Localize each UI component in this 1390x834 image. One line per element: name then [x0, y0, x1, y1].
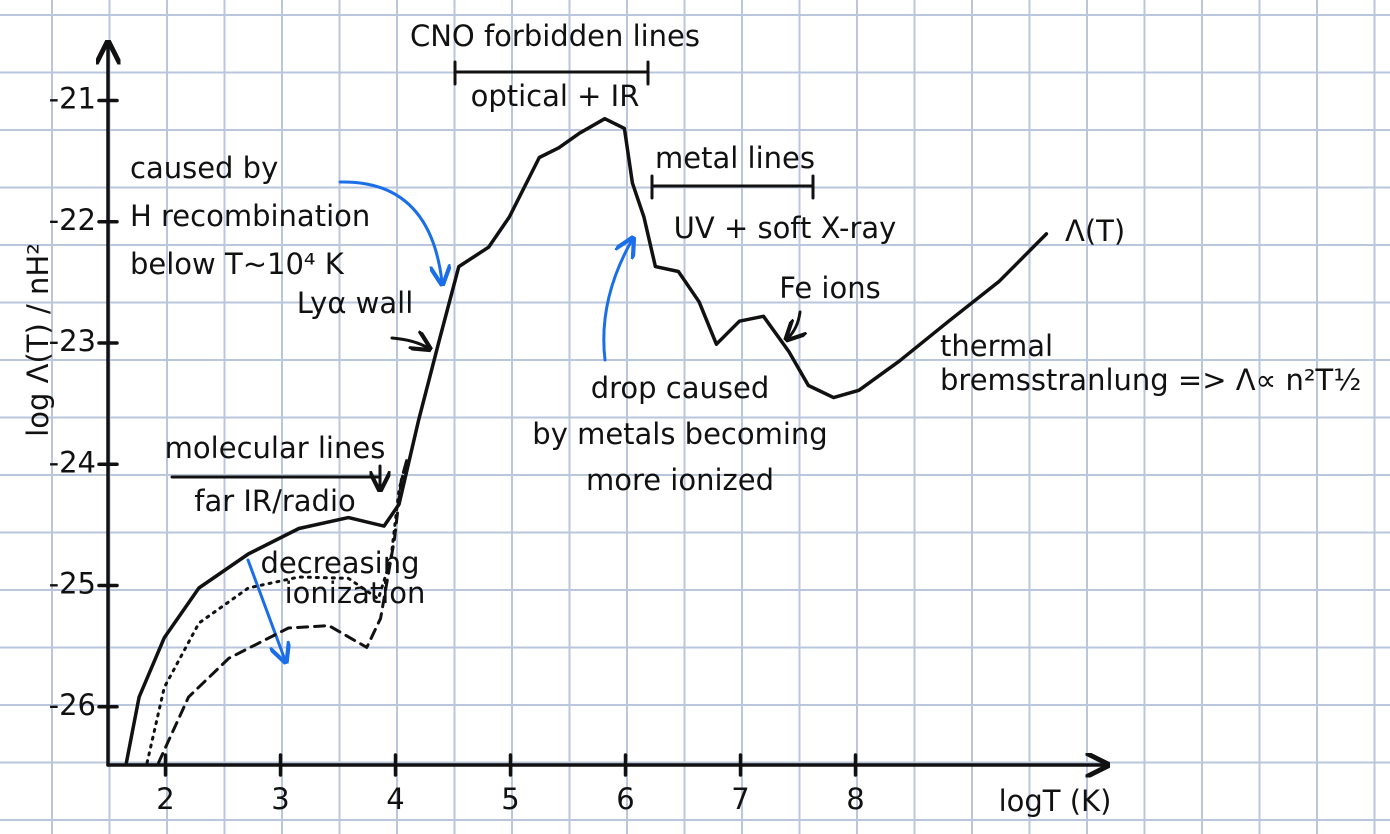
arrow	[246, 558, 285, 660]
annotation: optical + IR	[471, 79, 640, 113]
annotation: ionization	[285, 576, 426, 610]
y-tick-label: -25	[49, 567, 96, 601]
annotation: metal lines	[655, 141, 815, 175]
y-tick-label: -21	[49, 82, 96, 116]
x-tick-label: 4	[386, 782, 404, 816]
annotation: Fe ions	[779, 271, 880, 305]
y-tick-label: -24	[49, 445, 96, 479]
annotation: drop caused	[591, 371, 770, 405]
series-label: Λ(T)	[1065, 214, 1125, 248]
annotation: by metals becoming	[532, 417, 827, 451]
series-line	[145, 457, 409, 765]
annotation: thermal	[940, 329, 1053, 363]
x-tick-label: 3	[271, 782, 289, 816]
arrow	[788, 310, 800, 338]
annotation: molecular lines	[165, 431, 386, 465]
arrow	[170, 464, 380, 488]
annotation: H recombination	[130, 199, 370, 233]
x-axis-label: logT (K)	[999, 784, 1112, 818]
annotation: caused by	[130, 151, 278, 185]
annotation: more ionized	[586, 463, 774, 497]
bracket	[650, 174, 815, 200]
series-line	[157, 457, 409, 765]
series-line	[124, 116, 1049, 765]
annotation: far IR/radio	[194, 484, 356, 518]
x-tick-label: 2	[156, 782, 174, 816]
arrow	[602, 240, 632, 362]
y-axis-label: log Λ(T) / nH²	[21, 243, 55, 437]
annotation: bremsstranlung => Λ∝ n²T½	[940, 363, 1361, 397]
y-tick-label: -23	[49, 324, 96, 358]
annotation: Lyα wall	[297, 286, 414, 320]
y-tick-label: -26	[49, 688, 96, 722]
x-tick-label: 8	[846, 782, 864, 816]
bracket	[453, 60, 650, 86]
x-tick-label: 5	[501, 782, 519, 816]
arrow	[338, 180, 442, 282]
annotation: CNO forbidden lines	[410, 19, 700, 53]
arrow	[390, 338, 428, 348]
x-tick-label: 6	[616, 782, 634, 816]
annotation: UV + soft X-ray	[674, 211, 897, 245]
x-tick-label: 7	[731, 782, 749, 816]
y-tick-label: -22	[49, 203, 96, 237]
annotation: below T~10⁴ K	[130, 247, 345, 281]
annotation: decreasing	[260, 546, 419, 580]
